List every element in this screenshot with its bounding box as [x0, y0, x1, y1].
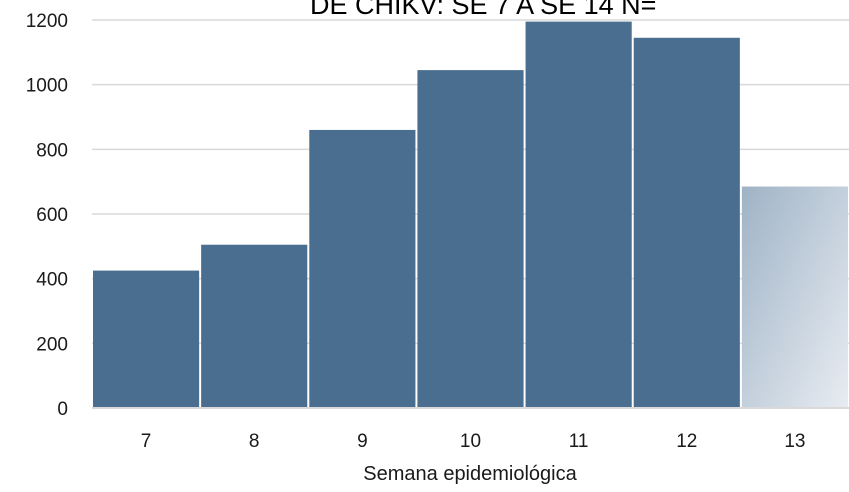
bar-week-11: [525, 21, 632, 408]
x-tick-label: 10: [460, 431, 481, 452]
bar-week-7: [93, 270, 200, 408]
bar-week-13: [741, 186, 848, 408]
y-tick-label: 1200: [26, 11, 68, 32]
x-tick-label: 11: [569, 431, 589, 452]
x-axis-ticks: 7 8 9 10 11 12 13: [141, 431, 806, 452]
y-tick-label: 0: [57, 399, 68, 420]
chart-title: DE CHIKV: SE 7 A SE 14 N=: [310, 0, 656, 20]
x-tick-label: 13: [784, 431, 805, 452]
x-axis-label: Semana epidemiológica: [363, 463, 577, 485]
bars: [93, 21, 848, 409]
x-tick-label: 12: [676, 431, 697, 452]
bar-week-8: [201, 244, 308, 408]
y-tick-label: 400: [36, 270, 68, 291]
bar-week-12: [633, 37, 740, 409]
bar-week-10: [417, 70, 524, 408]
x-tick-label: 9: [357, 431, 368, 452]
y-tick-label: 200: [36, 334, 68, 355]
x-tick-label: 7: [141, 431, 152, 452]
y-tick-label: 600: [36, 205, 68, 226]
y-axis-ticks: 0 200 400 600 800 1000 1200: [26, 11, 68, 420]
y-tick-label: 1000: [26, 76, 68, 97]
y-tick-label: 800: [36, 140, 68, 161]
x-tick-label: 8: [249, 431, 260, 452]
bar-week-9: [309, 129, 416, 408]
